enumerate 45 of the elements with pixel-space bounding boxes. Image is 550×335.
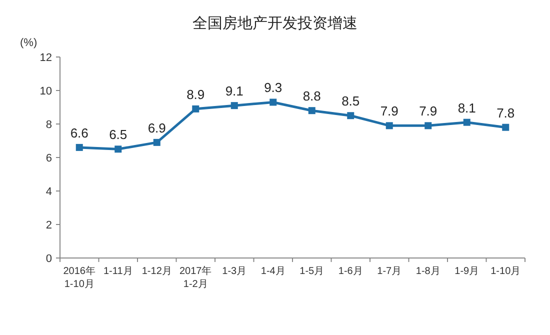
data-label: 8.1 [458,100,476,116]
point [386,122,393,130]
y-tick-label: 12 [40,52,52,64]
x-tick-label: 1-9月 [454,266,480,277]
point [424,122,432,130]
x-tick-label: 1-5月 [300,266,324,277]
x-tick-label: 1-7月 [377,266,402,277]
point [114,146,122,153]
data-label: 9.3 [264,80,282,96]
x-tick-label: 1-11月 [103,266,133,277]
x-tick-label: 1-4月 [260,266,286,277]
point [270,98,277,106]
data-label: 7.9 [380,104,398,119]
x-tick-label: 1-6月 [338,266,363,277]
x-tick-label: 2017年 1-2月 [180,265,212,290]
point [308,107,316,114]
y-tick-label: 4 [46,186,52,198]
chart-title: 全国房地产开发投资增速 [192,15,358,32]
data-label: 8.8 [302,88,321,104]
y-tick-label: 2 [46,220,52,232]
x-tick-label: 1-8月 [416,266,440,277]
x-tick-label: 1-3月 [222,266,247,277]
data-label: 6.5 [109,127,128,142]
data-label: 6.6 [70,125,88,140]
point [192,105,200,112]
y-tick-label: 10 [40,86,52,98]
data-label: 8.5 [342,94,360,109]
point [502,124,510,131]
data-label: 8.9 [186,86,205,102]
y-tick-label: 8 [46,119,52,131]
point [76,144,83,151]
point [347,112,354,120]
y-tick-label: 0 [46,253,52,265]
data-label: 6.9 [148,120,166,136]
data-label: 7.8 [496,105,515,120]
x-tick-label: 1-12月 [142,266,172,277]
data-label: 9.1 [225,84,244,99]
x-tick-label: 1-10月 [490,266,521,277]
y-tick-label: 6 [46,152,52,164]
data-label: 7.9 [419,104,438,119]
point [230,102,238,110]
point [463,118,470,126]
x-tick-label: 2016年 1-10月 [63,265,96,290]
point [153,138,160,146]
y-axis-title: (%) [20,37,38,49]
